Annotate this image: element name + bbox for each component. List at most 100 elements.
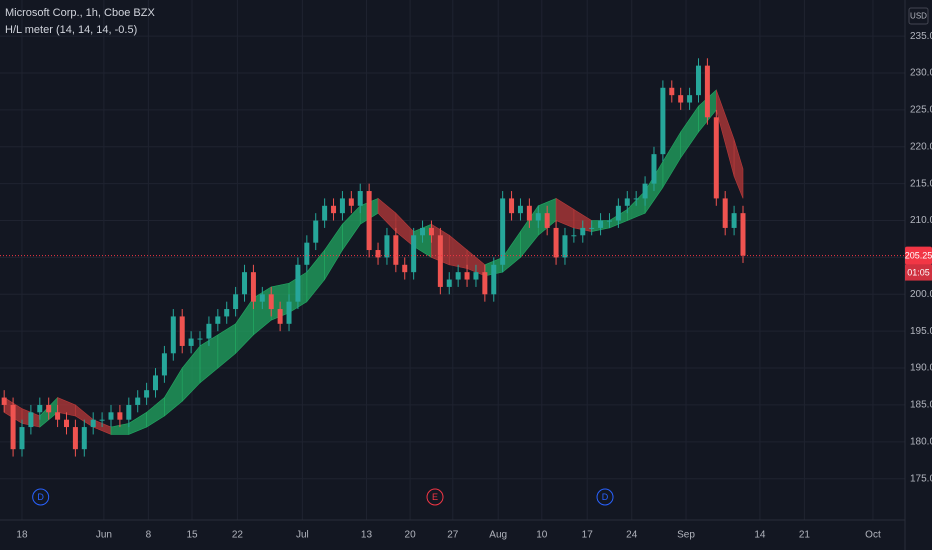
- y-tick-label: 190.00: [910, 363, 932, 374]
- candle-body: [348, 198, 354, 206]
- candle-body: [259, 294, 265, 302]
- candle-body: [704, 65, 710, 118]
- candle-body: [81, 427, 87, 450]
- y-tick-label: 200.00: [910, 289, 932, 300]
- candle-body: [126, 404, 132, 420]
- candle-body: [384, 235, 390, 258]
- y-tick-label: 210.00: [910, 215, 932, 226]
- candle-body: [304, 242, 310, 265]
- candle-body: [224, 309, 230, 317]
- x-tick-label: 18: [16, 530, 28, 541]
- y-tick-label: 215.00: [910, 178, 932, 189]
- candle-body: [500, 198, 506, 265]
- candle-body: [722, 198, 728, 228]
- candle-body: [55, 412, 61, 420]
- candle-body: [571, 235, 577, 237]
- candle-body: [366, 191, 372, 251]
- candle-body: [1, 397, 7, 405]
- candle-body: [277, 309, 283, 324]
- y-tick-label: 220.00: [910, 141, 932, 152]
- countdown: 01:05: [907, 267, 930, 277]
- candle-body: [90, 419, 96, 428]
- candle-body: [411, 235, 417, 273]
- x-tick-label: 22: [232, 530, 244, 541]
- candle-body: [615, 205, 621, 221]
- event-label: E: [432, 492, 438, 502]
- candle-body: [660, 87, 666, 155]
- candle-body: [517, 205, 523, 214]
- candle-body: [144, 390, 150, 398]
- x-tick-label: 14: [754, 530, 766, 541]
- candle-body: [63, 419, 69, 428]
- candle-body: [455, 272, 461, 280]
- candle-body: [37, 404, 43, 413]
- event-label: D: [602, 492, 609, 502]
- candle-body: [233, 294, 239, 310]
- candle-body: [526, 205, 532, 221]
- candle-body: [669, 87, 675, 96]
- last-price-label: 205.25: [905, 250, 932, 260]
- candle-body: [206, 323, 212, 339]
- chart-title: Microsoft Corp., 1h, Cboe BZX: [5, 7, 155, 19]
- x-tick-label: Aug: [489, 530, 507, 541]
- candle-body: [482, 272, 488, 295]
- event-marker: [32, 488, 50, 506]
- candle-body: [544, 213, 550, 228]
- currency[interactable]: USD: [910, 12, 927, 21]
- candle-body: [731, 213, 737, 228]
- candle-body: [535, 213, 541, 221]
- x-tick-label: Jun: [96, 530, 112, 541]
- y-tick-label: 175.00: [910, 473, 932, 484]
- candle-body: [339, 198, 345, 214]
- candle-body: [357, 191, 363, 206]
- candle-body: [161, 353, 167, 376]
- candle-body: [170, 316, 176, 354]
- x-tick-label: 13: [361, 530, 373, 541]
- candle-body: [375, 250, 381, 258]
- candle-body: [250, 272, 256, 302]
- x-tick-label: 8: [146, 530, 152, 541]
- candle-body: [28, 412, 34, 428]
- candle-body: [589, 227, 595, 229]
- candle-body: [179, 316, 185, 346]
- candle-body: [46, 404, 52, 413]
- candle-body: [295, 264, 301, 302]
- x-tick-label: 24: [626, 530, 638, 541]
- currency-box[interactable]: [908, 7, 929, 25]
- y-tick-label: 235.00: [910, 31, 932, 42]
- candle-body: [580, 227, 586, 236]
- x-tick-label: 20: [405, 530, 417, 541]
- event-label: D: [37, 492, 44, 502]
- candle-body: [135, 397, 141, 405]
- candle-body: [678, 95, 684, 103]
- y-tick-label: 230.00: [910, 68, 932, 79]
- candle-body: [553, 227, 559, 258]
- candle-body: [188, 338, 194, 346]
- x-tick-label: 10: [536, 530, 548, 541]
- x-tick-label: Jul: [296, 530, 309, 541]
- candle-body: [108, 412, 114, 420]
- candle-body: [464, 272, 470, 280]
- candle-body: [446, 279, 452, 287]
- candle-body: [491, 264, 497, 295]
- event-marker: [596, 488, 614, 506]
- candle-body: [642, 183, 648, 199]
- candle-body: [117, 412, 123, 420]
- candle-body: [562, 235, 568, 258]
- candle-body: [651, 154, 657, 184]
- candle-body: [393, 235, 399, 265]
- countdown-box: [905, 264, 932, 281]
- y-tick-label: 195.00: [910, 326, 932, 337]
- band-segment: [733, 139, 744, 199]
- candle-body: [713, 117, 719, 199]
- candles: [1, 58, 746, 457]
- candle-body: [10, 404, 16, 450]
- y-tick-label: 180.00: [910, 436, 932, 447]
- last-price-box: [905, 246, 932, 265]
- x-tick-label: 27: [447, 530, 459, 541]
- candle-body: [428, 227, 434, 236]
- x-tick-label: 15: [186, 530, 198, 541]
- candle-body: [740, 213, 746, 256]
- candle-body: [598, 220, 604, 228]
